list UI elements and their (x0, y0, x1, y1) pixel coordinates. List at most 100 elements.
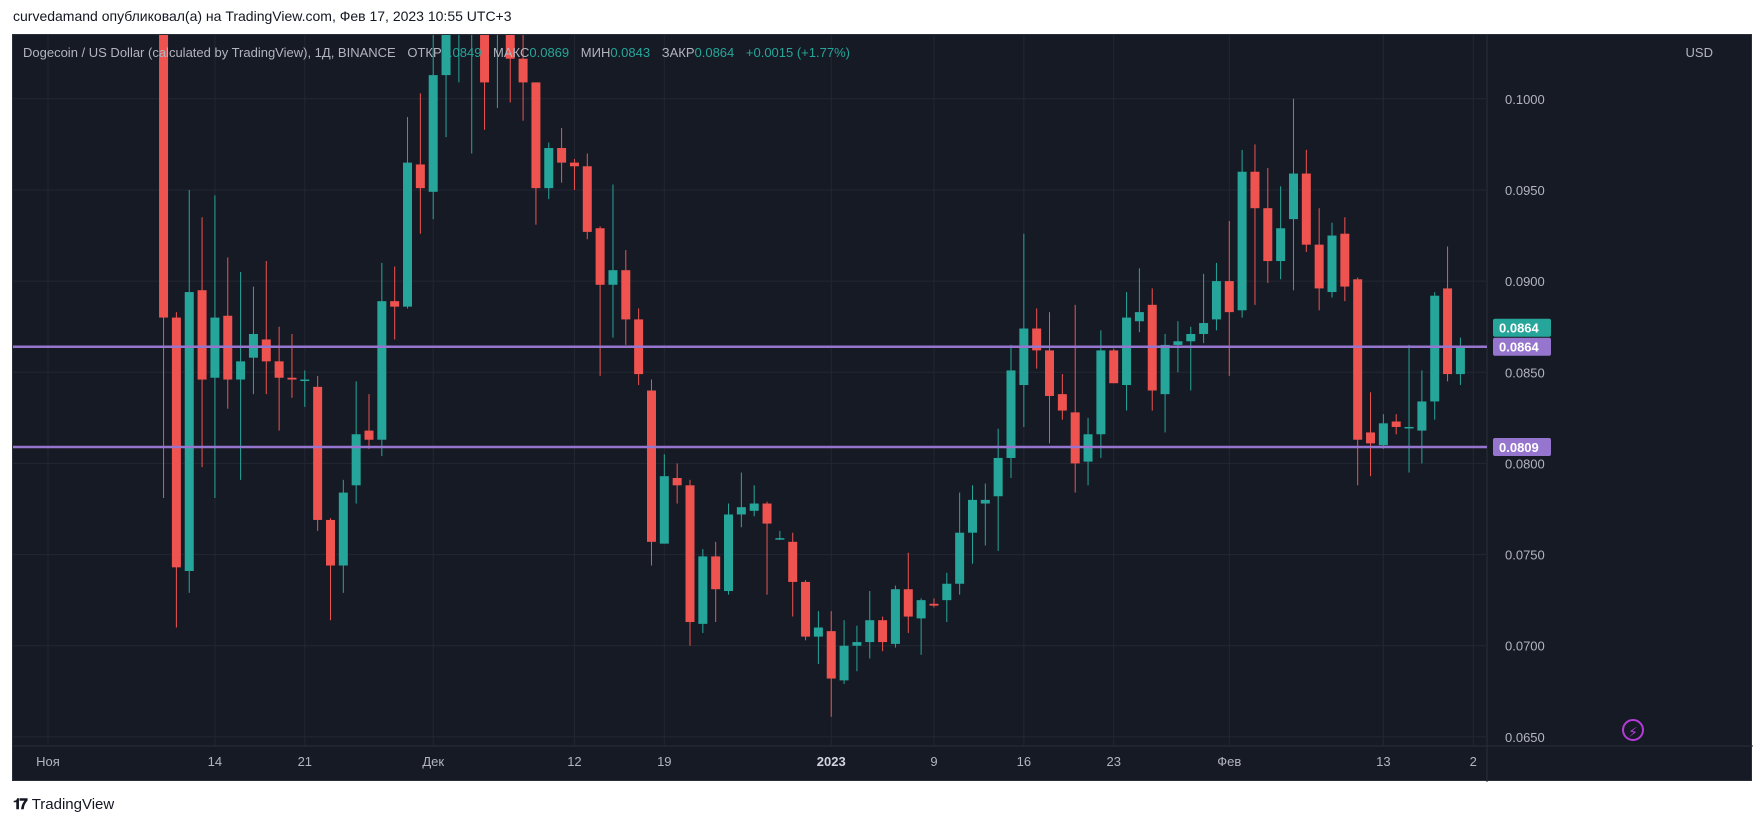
candle-body (1019, 328, 1029, 386)
candle-body (1109, 350, 1119, 384)
symbol-legend: Dogecoin / US Dollar (calculated by Trad… (23, 45, 850, 60)
x-tick-label: 14 (208, 754, 222, 769)
candle-body (1391, 421, 1401, 427)
candle-body (197, 290, 207, 380)
candle (1122, 292, 1132, 411)
candle (711, 541, 721, 623)
candle-body (441, 35, 451, 76)
candle (236, 272, 246, 480)
close-value: 0.0864 (694, 45, 735, 60)
candle-body (325, 519, 335, 566)
candle-body (1186, 333, 1196, 342)
candle-body (1057, 394, 1067, 411)
candle (595, 226, 605, 376)
candle-body (852, 642, 862, 646)
low-label: МИН (580, 45, 611, 60)
candle (724, 503, 734, 595)
candle (569, 158, 579, 190)
candle-body (274, 361, 284, 378)
candle-body (608, 270, 618, 285)
candle-body (1032, 328, 1042, 351)
x-tick-label: 21 (298, 754, 312, 769)
candle (646, 379, 656, 566)
candle-body (557, 148, 567, 163)
candle (621, 250, 631, 345)
x-tick-label: 12 (567, 754, 581, 769)
level-price-badge (1493, 337, 1551, 356)
candle-body (390, 301, 400, 307)
x-tick-label: 23 (1106, 754, 1120, 769)
candle-body (724, 514, 734, 592)
candle (248, 286, 258, 395)
open-value: 0.0849 (441, 45, 482, 60)
y-tick-label: 0.0800 (1505, 456, 1545, 471)
candle (480, 35, 490, 130)
candle (351, 381, 361, 504)
candle (1057, 374, 1067, 420)
candle (1019, 233, 1029, 427)
candle (929, 598, 939, 608)
candle-body (865, 620, 875, 643)
candle-body (801, 581, 811, 637)
candle (403, 117, 413, 309)
candle-body (826, 631, 836, 679)
candle (685, 479, 695, 646)
candle-body (672, 478, 682, 486)
candle (916, 598, 926, 655)
candle (749, 485, 759, 517)
candle (1276, 186, 1286, 280)
candle-body (1327, 235, 1337, 293)
horizontal-levels: 0.0864 0.0809 0.0864 (13, 318, 1551, 457)
candle (1443, 246, 1453, 382)
candle (1211, 262, 1221, 331)
candle-body (338, 492, 348, 566)
x-tick-label: 13 (1376, 754, 1390, 769)
candle (1366, 392, 1376, 477)
candle (1455, 337, 1465, 386)
candle-body (993, 457, 1003, 497)
candle (672, 463, 682, 504)
candle (698, 549, 708, 633)
open-label: ОТКР (407, 45, 442, 60)
candle (980, 483, 990, 546)
candle-body (1430, 295, 1440, 402)
candle (890, 585, 900, 648)
candle (852, 625, 862, 672)
candle-body (775, 538, 785, 540)
y-tick-label: 0.0850 (1505, 365, 1545, 380)
candle (967, 485, 977, 564)
candle-body (621, 270, 631, 320)
candle (325, 518, 335, 621)
lightning-icon[interactable]: ⚡ (1622, 719, 1644, 741)
candle-body (646, 390, 656, 542)
candle-body (1173, 341, 1183, 345)
candlestick-chart[interactable]: 0.0864 0.0809 0.0864 0.1000 0.0950 0.0900 0.0… (13, 35, 1753, 782)
candle-body (1122, 317, 1132, 386)
candle-body (1237, 171, 1247, 311)
candle (582, 153, 592, 240)
candle-body (736, 507, 746, 515)
tradingview-mark-icon: 𝟏𝟕 (13, 796, 28, 813)
candle (338, 479, 348, 593)
candle-body (1455, 346, 1465, 375)
x-tick-label: 2 (1470, 754, 1477, 769)
candle (274, 326, 284, 431)
candle-body (698, 556, 708, 624)
close-label: ЗАКР (661, 45, 695, 60)
candle-body (505, 35, 515, 59)
candle-body (1378, 423, 1388, 446)
grid-lines (13, 35, 1753, 782)
y-tick-label: 0.0650 (1505, 730, 1545, 745)
symbol-title: Dogecoin / US Dollar (calculated by Trad… (23, 45, 396, 60)
candle-body (1199, 323, 1209, 334)
candle (1070, 304, 1080, 493)
candle (377, 262, 387, 457)
candle (813, 611, 823, 664)
candle-body (300, 379, 310, 382)
candle-body (1045, 350, 1055, 396)
candle (531, 82, 541, 225)
candle (1096, 330, 1106, 458)
candle-body (813, 627, 823, 637)
candle-body (1263, 208, 1273, 262)
chart-container[interactable]: 0.0864 0.0809 0.0864 0.1000 0.0950 0.0900 0.0… (12, 34, 1753, 782)
